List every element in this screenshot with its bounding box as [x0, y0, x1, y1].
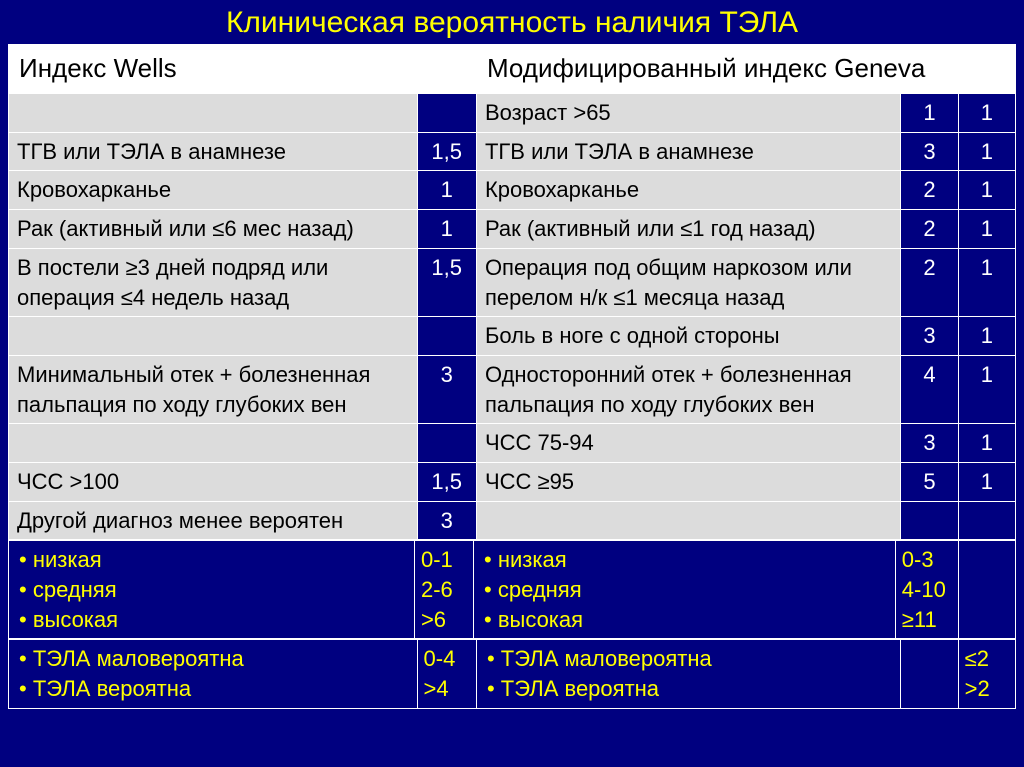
header-row: Индекс Wells Модифицированный индекс Gen… — [9, 45, 1016, 93]
geneva-criterion: ТГВ или ТЭЛА в анамнезе — [476, 132, 900, 171]
geneva-score-1: 4 — [901, 355, 958, 423]
wells-score — [417, 94, 476, 133]
geneva-score-2: 1 — [958, 317, 1015, 356]
table-row: ТГВ или ТЭЛА в анамнезе1,5ТГВ или ТЭЛА в… — [9, 132, 1016, 171]
header-geneva: Модифицированный индекс Geneva — [476, 45, 1015, 93]
wells-score — [417, 424, 476, 463]
table-row: Другой диагноз менее вероятен3 — [9, 501, 1016, 540]
prob3-geneva-vals: 0-34-10≥11 — [895, 541, 958, 639]
geneva-score-2: 1 — [958, 424, 1015, 463]
geneva-score-2: 1 — [958, 132, 1015, 171]
data-table: Возраст >6511ТГВ или ТЭЛА в анамнезе1,5Т… — [8, 93, 1016, 540]
table-row: Боль в ноге с одной стороны31 — [9, 317, 1016, 356]
prob2-wells-vals: 0-4>4 — [417, 640, 476, 708]
prob3-table: • низкая• средняя• высокая 0-12-6>6 • ни… — [8, 540, 1016, 639]
prob2-wells: • ТЭЛА маловероятна• ТЭЛА вероятна — [9, 640, 418, 708]
geneva-score-2: 1 — [958, 248, 1015, 316]
geneva-criterion: Односторонний отек + болезненная пальпац… — [476, 355, 900, 423]
geneva-score-1: 2 — [901, 248, 958, 316]
wells-criterion: Минимальный отек + болезненная пальпация… — [9, 355, 418, 423]
wells-criterion: Рак (активный или ≤6 мес назад) — [9, 210, 418, 249]
wells-score: 1,5 — [417, 248, 476, 316]
wells-criterion: Другой диагноз менее вероятен — [9, 501, 418, 540]
comparison-table: Индекс Wells Модифицированный индекс Gen… — [8, 44, 1016, 93]
wells-criterion — [9, 317, 418, 356]
wells-score: 1,5 — [417, 132, 476, 171]
geneva-score-1 — [901, 501, 958, 540]
table-row: Возраст >6511 — [9, 94, 1016, 133]
geneva-criterion: Рак (активный или ≤1 год назад) — [476, 210, 900, 249]
geneva-score-1: 1 — [901, 94, 958, 133]
geneva-score-1: 2 — [901, 210, 958, 249]
geneva-score-1: 2 — [901, 171, 958, 210]
geneva-score-2: 1 — [958, 355, 1015, 423]
wells-criterion: Кровохарканье — [9, 171, 418, 210]
geneva-criterion — [476, 501, 900, 540]
geneva-score-2: 1 — [958, 171, 1015, 210]
wells-score: 1,5 — [417, 462, 476, 501]
table-row: ЧСС 75-9431 — [9, 424, 1016, 463]
prob3-wells: • низкая• средняя• высокая — [9, 541, 415, 639]
table-row: Минимальный отек + болезненная пальпация… — [9, 355, 1016, 423]
table-row: Кровохарканье1Кровохарканье21 — [9, 171, 1016, 210]
geneva-criterion: ЧСС ≥95 — [476, 462, 900, 501]
geneva-score-1: 5 — [901, 462, 958, 501]
empty-cell — [959, 541, 1016, 639]
prob2-geneva-vals2: ≤2>2 — [958, 640, 1015, 708]
wells-score: 3 — [417, 501, 476, 540]
geneva-score-1: 3 — [901, 317, 958, 356]
table-row: Рак (активный или ≤6 мес назад)1Рак (акт… — [9, 210, 1016, 249]
header-wells: Индекс Wells — [9, 45, 477, 93]
geneva-score-1: 3 — [901, 132, 958, 171]
wells-criterion: ЧСС >100 — [9, 462, 418, 501]
wells-score — [417, 317, 476, 356]
geneva-criterion: Боль в ноге с одной стороны — [476, 317, 900, 356]
geneva-score-2: 1 — [958, 94, 1015, 133]
geneva-score-2 — [958, 501, 1015, 540]
prob3-geneva: • низкая• средняя• высокая — [474, 541, 896, 639]
wells-score: 1 — [417, 171, 476, 210]
prob2-geneva: • ТЭЛА маловероятна• ТЭЛА вероятна — [476, 640, 900, 708]
prob3-wells-vals: 0-12-6>6 — [414, 541, 473, 639]
geneva-criterion: ЧСС 75-94 — [476, 424, 900, 463]
table-row: В постели ≥3 дней подряд или операция ≤4… — [9, 248, 1016, 316]
prob2-geneva-vals — [901, 640, 958, 708]
geneva-score-2: 1 — [958, 462, 1015, 501]
wells-score: 3 — [417, 355, 476, 423]
geneva-criterion: Возраст >65 — [476, 94, 900, 133]
geneva-criterion: Кровохарканье — [476, 171, 900, 210]
wells-criterion: В постели ≥3 дней подряд или операция ≤4… — [9, 248, 418, 316]
wells-criterion — [9, 424, 418, 463]
wells-criterion — [9, 94, 418, 133]
prob2-table: • ТЭЛА маловероятна• ТЭЛА вероятна 0-4>4… — [8, 639, 1016, 708]
geneva-criterion: Операция под общим наркозом или перелом … — [476, 248, 900, 316]
table-row: ЧСС >1001,5ЧСС ≥9551 — [9, 462, 1016, 501]
geneva-score-2: 1 — [958, 210, 1015, 249]
page-title: Клиническая вероятность наличия ТЭЛА — [0, 0, 1024, 44]
wells-score: 1 — [417, 210, 476, 249]
wells-criterion: ТГВ или ТЭЛА в анамнезе — [9, 132, 418, 171]
geneva-score-1: 3 — [901, 424, 958, 463]
